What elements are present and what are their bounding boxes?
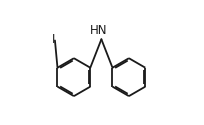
Text: HN: HN: [90, 24, 107, 37]
Text: I: I: [51, 33, 55, 46]
